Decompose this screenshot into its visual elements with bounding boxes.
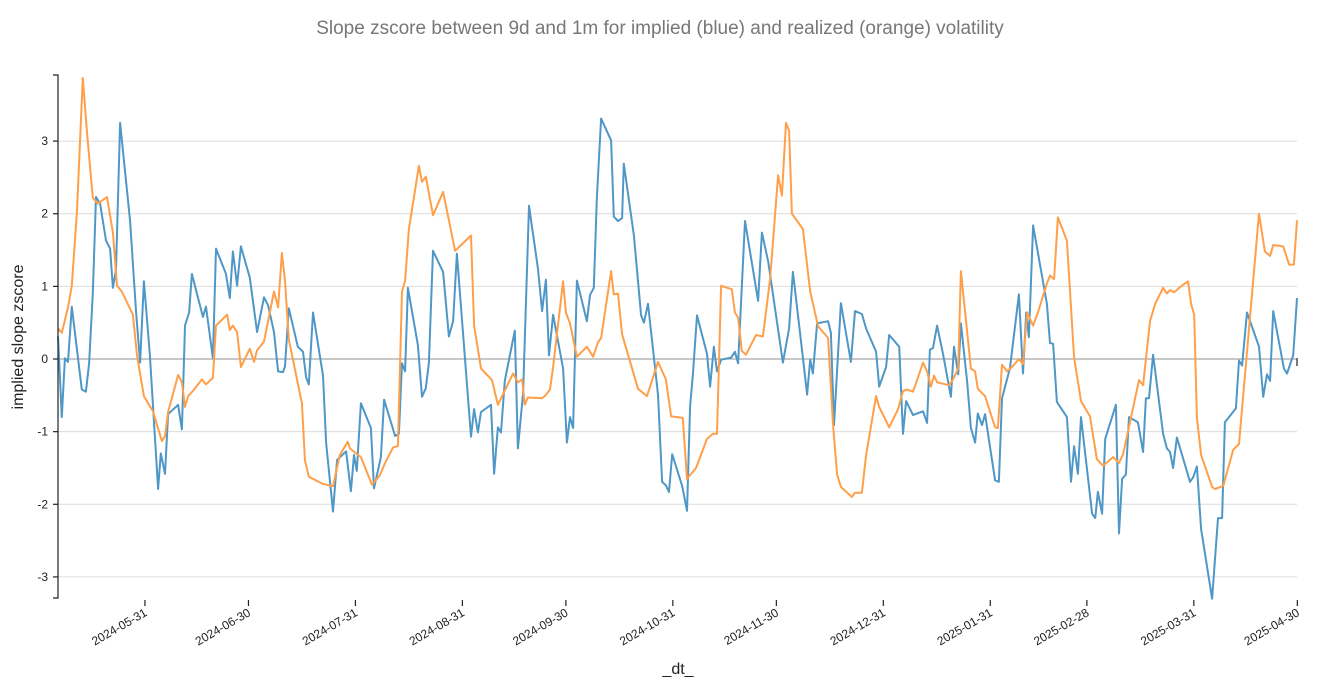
y-axis-label: implied slope zscore xyxy=(10,264,27,409)
x-axis-label: _dt_ xyxy=(661,661,694,678)
y-tick-label: -1 xyxy=(37,425,48,439)
x-tick-label: 2024-06-30 xyxy=(193,605,253,648)
series-line-implied xyxy=(57,117,1298,600)
x-tick-label: 2024-12-31 xyxy=(828,605,888,648)
x-tick-label: 2025-01-31 xyxy=(935,605,995,648)
x-tick-label: 2024-10-31 xyxy=(617,605,677,648)
x-tick-label: 2024-05-31 xyxy=(89,605,149,648)
y-tick-label: 0 xyxy=(41,352,48,366)
chart-title: Slope zscore between 9d and 1m for impli… xyxy=(316,18,1004,39)
x-tick-label: 2024-08-31 xyxy=(407,605,467,648)
y-tick-label: -2 xyxy=(37,497,48,511)
x-tick-label: 2025-02-28 xyxy=(1031,605,1091,648)
y-axis-line xyxy=(53,74,59,599)
y-tick-label: -3 xyxy=(37,570,48,584)
y-tick-label: 1 xyxy=(41,279,48,293)
x-tick-label: 2024-07-31 xyxy=(300,605,360,648)
x-tick-label: 2024-11-30 xyxy=(721,605,781,648)
gridlines xyxy=(58,140,1297,578)
x-tick-label: 2024-09-30 xyxy=(510,605,570,648)
x-tick-label: 2025-04-30 xyxy=(1242,605,1302,648)
y-tick-label: 3 xyxy=(41,134,48,148)
x-tick-label: 2025-03-31 xyxy=(1138,605,1198,648)
series-line-realized xyxy=(57,76,1298,498)
y-axis: -3 -2 -1 0 1 2 3 xyxy=(37,74,59,599)
y-tick-label: 2 xyxy=(41,207,48,221)
series-lines xyxy=(57,76,1298,600)
